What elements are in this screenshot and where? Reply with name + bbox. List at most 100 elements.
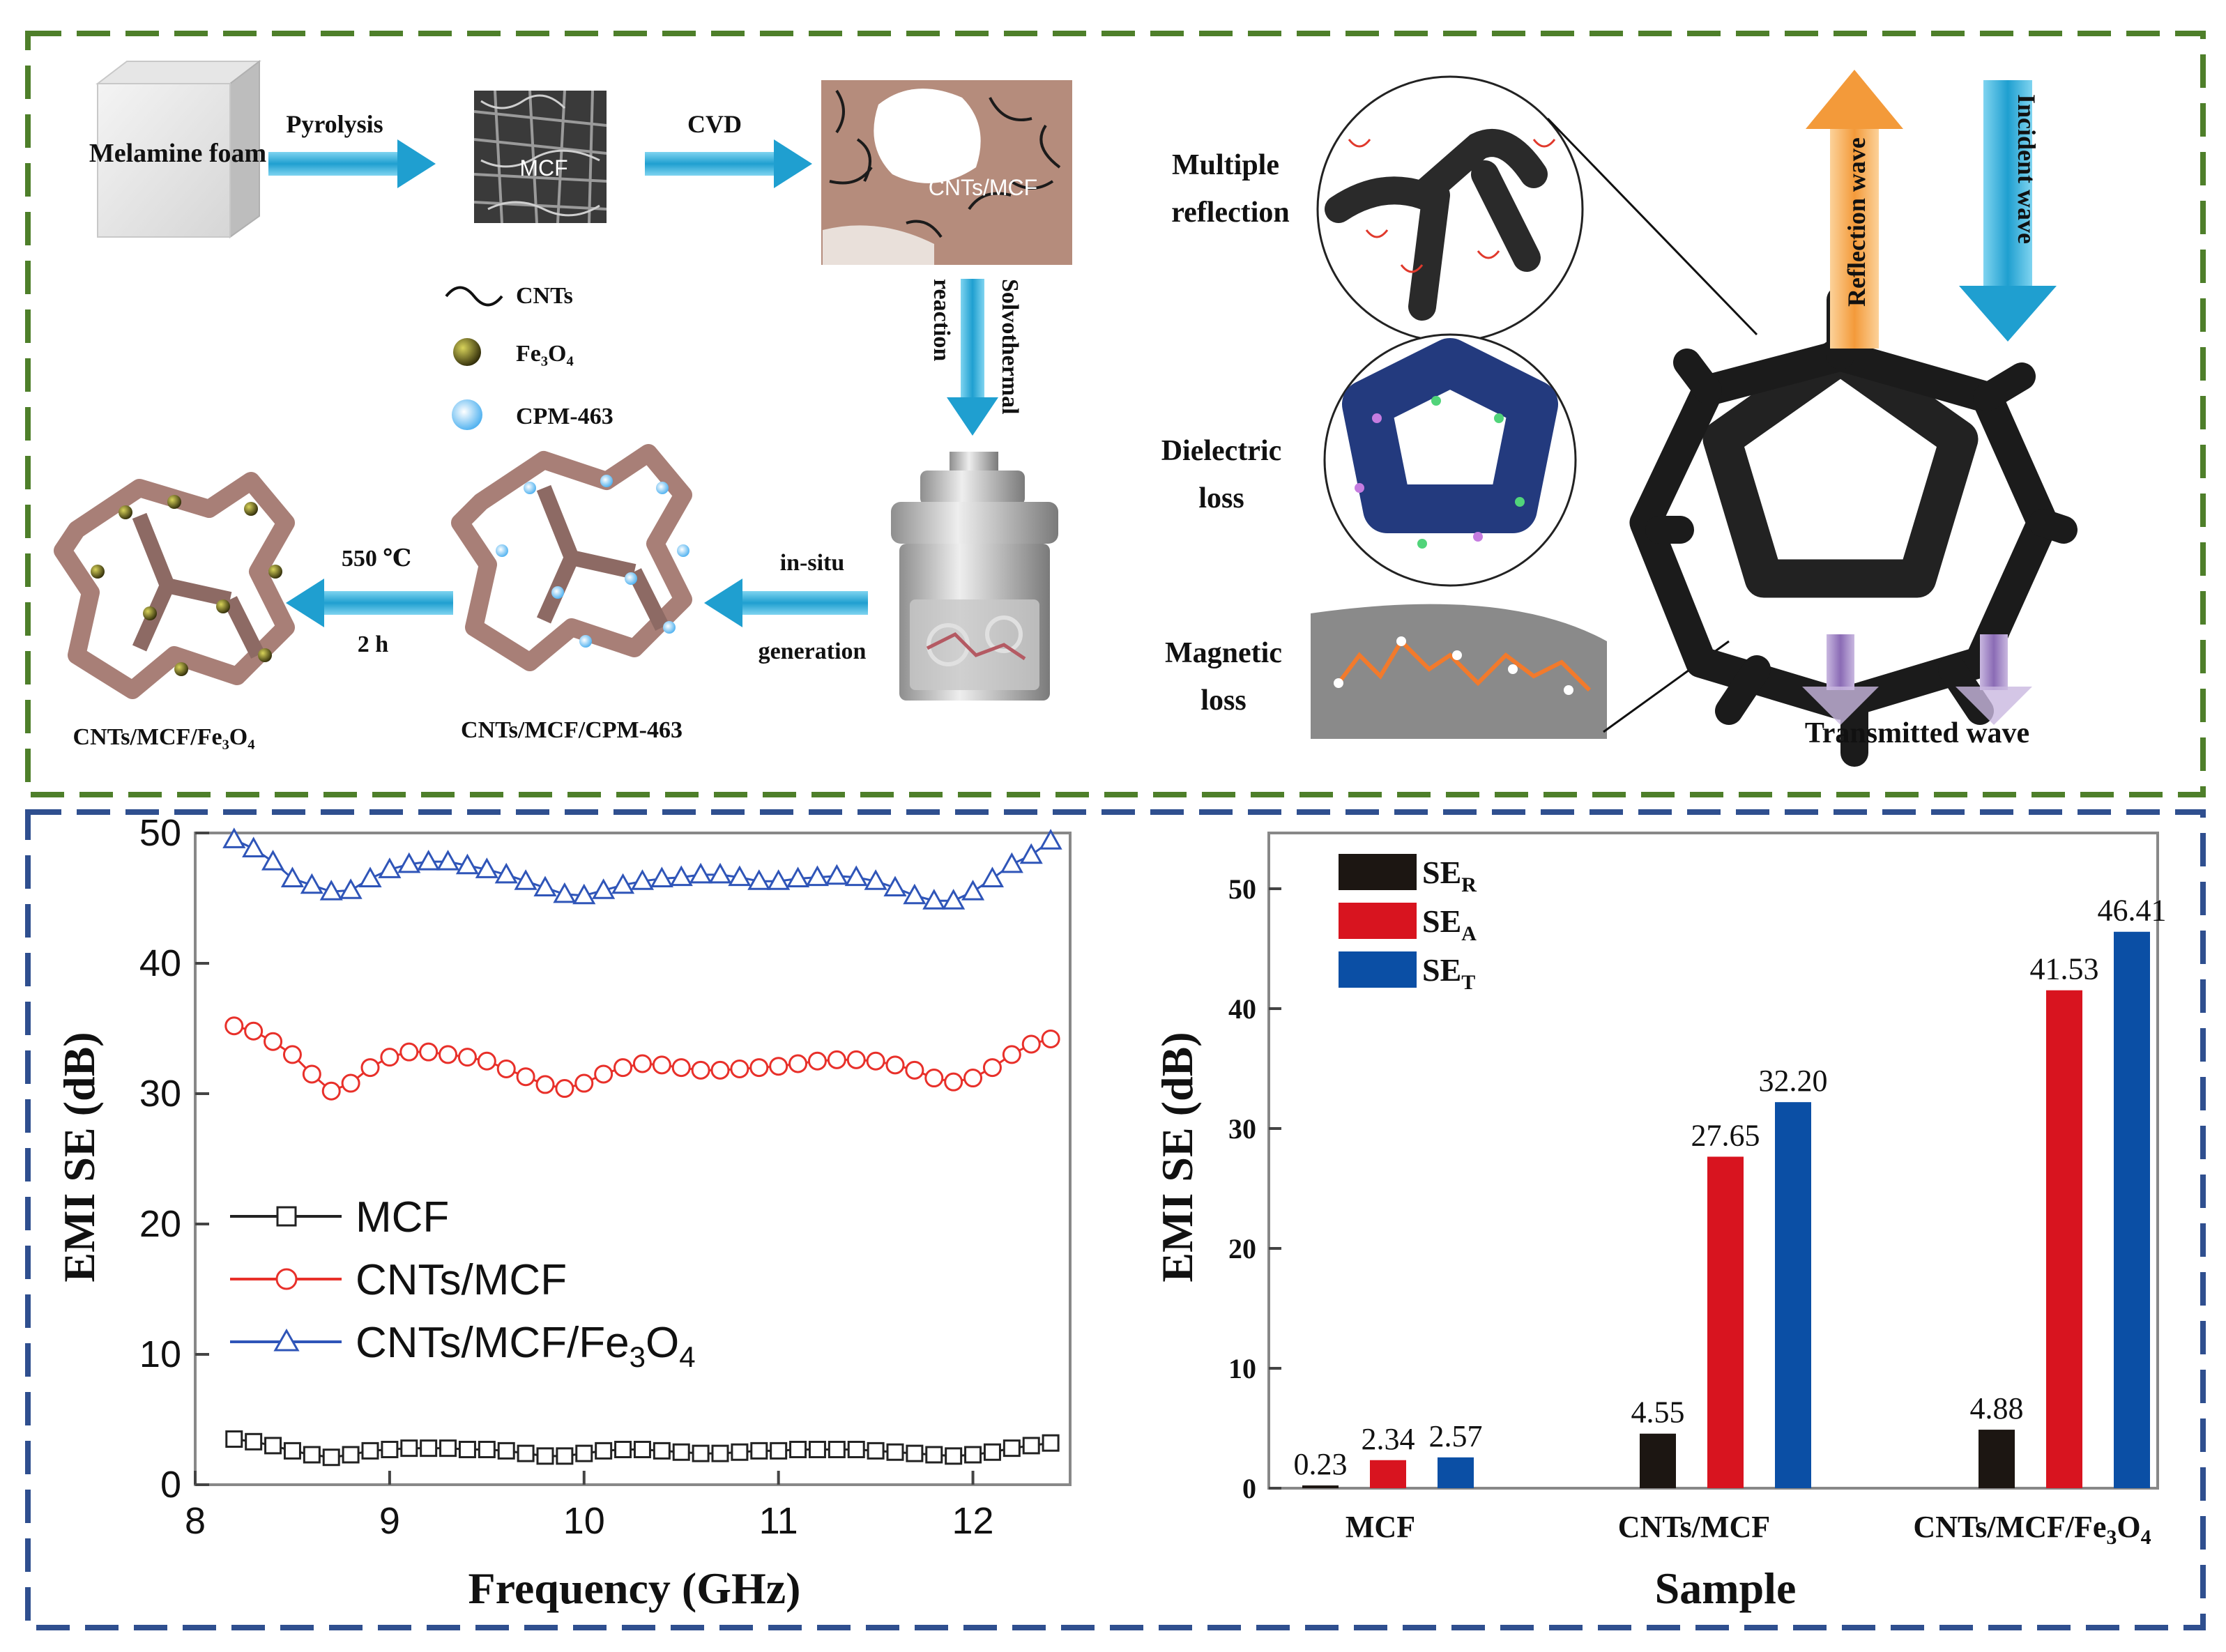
bar-value-label: 46.41: [2098, 894, 2167, 928]
mcf-point: [808, 1441, 826, 1459]
bar-value-label: 2.34: [1362, 1422, 1415, 1456]
category-label-part: CNTs/MCF/Fe: [1913, 1510, 2106, 1544]
cnts-mcf-image: [821, 80, 1072, 265]
fe3o4-point: [825, 864, 848, 885]
x-tick-label: 9: [379, 1500, 400, 1542]
fe3o4-point: [708, 862, 732, 884]
mcf-point: [225, 1430, 243, 1448]
y-tick-label: 40: [139, 942, 181, 984]
legend-label: CNTs/MCF: [356, 1256, 567, 1304]
mcf-point: [886, 1443, 904, 1461]
legend-cpm-label: CPM-463: [516, 404, 613, 429]
cnts-mcf-point: [419, 1042, 439, 1062]
bar-value-label: 27.65: [1691, 1118, 1760, 1152]
reaction-label: reaction: [929, 279, 954, 361]
fe3o4-point: [242, 836, 266, 857]
mcf-point: [906, 1444, 924, 1462]
mcf-point: [828, 1441, 846, 1459]
melamine-text: Melamine foam: [89, 139, 266, 168]
cnts-mcf-point: [439, 1045, 458, 1064]
cnts-mcf-point: [671, 1058, 691, 1078]
cnts-mcf-point: [807, 1051, 827, 1071]
fe3o4-point: [397, 852, 421, 873]
mcf-point: [1022, 1437, 1040, 1455]
legend-swatch: [1339, 951, 1417, 988]
bar: [1370, 1460, 1406, 1488]
multiple-label: Multiple: [1172, 149, 1279, 181]
bottom-panel-border: [25, 809, 2206, 1630]
mcf-point: [711, 1444, 729, 1462]
mcf-image-label: MCF: [519, 155, 567, 181]
fe3o4-point: [455, 853, 480, 875]
fe3o4-point: [611, 873, 635, 894]
mcf-point: [672, 1443, 690, 1461]
bar: [1640, 1433, 1676, 1488]
fe3o4-point: [728, 865, 752, 887]
cnts-mcf-fe3o4-structure: [54, 472, 295, 699]
y-tick-label: 10: [139, 1333, 181, 1375]
fe3o4-legend-icon: [453, 338, 481, 366]
bar-value-label: 32.20: [1759, 1064, 1828, 1098]
fe3o4-point: [767, 869, 791, 890]
line-chart-x-ticks: 8 9 10 11 12: [185, 1471, 994, 1542]
y-tick-label: 50: [1228, 873, 1256, 905]
temp-label: 550 ℃: [342, 546, 411, 572]
mcf-point: [342, 1446, 360, 1464]
fe3o4-point: [1039, 829, 1062, 850]
mcf-point: [770, 1441, 788, 1460]
incident-wave-arrow: [1959, 80, 2057, 342]
legend-label-sub: T: [1461, 971, 1475, 994]
mcf-point: [381, 1441, 399, 1459]
x-tick-label: 12: [952, 1500, 994, 1542]
solvothermal-arrow: [947, 279, 998, 436]
fe3o4-point: [514, 869, 538, 890]
mcf-point: [867, 1441, 885, 1460]
fe3o4-point: [942, 889, 966, 910]
cnts-mcf-point: [555, 1079, 574, 1099]
legend-label-part: 4: [679, 1340, 695, 1373]
fe3o4-point: [300, 873, 323, 894]
mcf-point: [750, 1441, 768, 1460]
product-fe3o4-label: CNTs/MCF/Fe₃O₄: [73, 724, 255, 750]
mcf-point: [653, 1441, 671, 1460]
legend-label-main: SE: [1422, 903, 1461, 939]
fe3o4-point: [883, 875, 907, 897]
cnts-mcf-point: [769, 1057, 788, 1076]
multiple-reflection-circle: [1316, 75, 1584, 343]
pyrolysis-label: Pyrolysis: [286, 110, 383, 138]
mcf-point: [322, 1448, 340, 1467]
cnts-mcf-point: [594, 1064, 613, 1084]
category-label-part: 4: [2141, 1526, 2151, 1549]
bar: [1302, 1485, 1339, 1488]
cnts-mcf-point: [1041, 1029, 1060, 1048]
cpm-legend-icon: [452, 399, 482, 430]
line-chart-frame: [194, 832, 1072, 1486]
y-tick-label: 0: [160, 1464, 181, 1506]
mcf-point: [439, 1439, 457, 1458]
mcf-point: [614, 1441, 632, 1459]
magnetic-loss-band: [1311, 604, 1607, 739]
melamine-label: Melamine foam: [89, 139, 266, 168]
cnts-mcf-point: [516, 1067, 535, 1087]
mcf-point: [556, 1447, 574, 1465]
fe3o4-point: [1000, 852, 1023, 873]
fe3o4-point: [805, 865, 830, 887]
line-chart-y-ticks: 0 10 20 30 40 50: [139, 812, 209, 1506]
legend-label-part: O: [646, 1319, 679, 1367]
bar-chart-x-label: Sample: [1655, 1563, 1797, 1613]
cnts-mcf-point: [866, 1051, 885, 1071]
cvd-label: CVD: [687, 110, 742, 138]
y-tick-label: 30: [1228, 1113, 1256, 1145]
fe3o4-point: [358, 866, 382, 887]
mcf-point: [478, 1441, 496, 1459]
bar: [1438, 1457, 1474, 1488]
incident-wave-label: Incident wave: [2013, 94, 2041, 244]
cnts-mcf-point: [341, 1073, 360, 1093]
mcf-point: [789, 1441, 807, 1459]
y-tick-label: 40: [1228, 993, 1256, 1025]
fe3o4-point: [747, 869, 771, 890]
fe3o4-point: [961, 880, 985, 901]
legend-label: MCF: [356, 1193, 449, 1241]
fe3o4-point: [1019, 843, 1043, 864]
mcf-point: [633, 1441, 651, 1459]
